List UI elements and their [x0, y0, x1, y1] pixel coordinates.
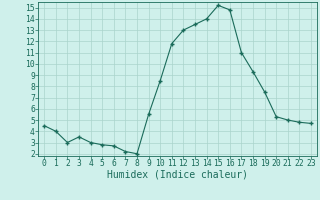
X-axis label: Humidex (Indice chaleur): Humidex (Indice chaleur)	[107, 170, 248, 180]
